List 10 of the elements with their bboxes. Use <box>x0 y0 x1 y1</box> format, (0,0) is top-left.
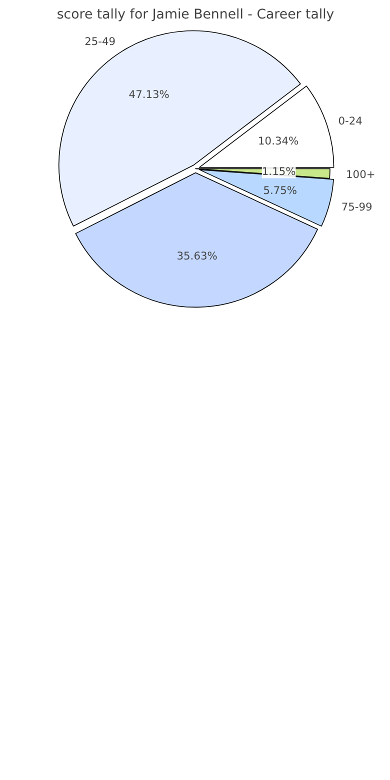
slice-label: 100+ <box>346 168 376 182</box>
data-label: 1.15% <box>262 165 296 178</box>
chart-title: score tally for Jamie Bennell - Career tally <box>56 8 334 22</box>
data-label: 47.13% <box>128 88 170 102</box>
slice-label: 75-99 <box>341 200 373 214</box>
data-label: 5.75% <box>263 184 298 198</box>
slice-label: 25-49 <box>84 35 116 48</box>
data-label: 35.63% <box>176 250 218 263</box>
slice-label: 0-24 <box>338 114 363 128</box>
data-label: 10.34% <box>258 134 299 148</box>
